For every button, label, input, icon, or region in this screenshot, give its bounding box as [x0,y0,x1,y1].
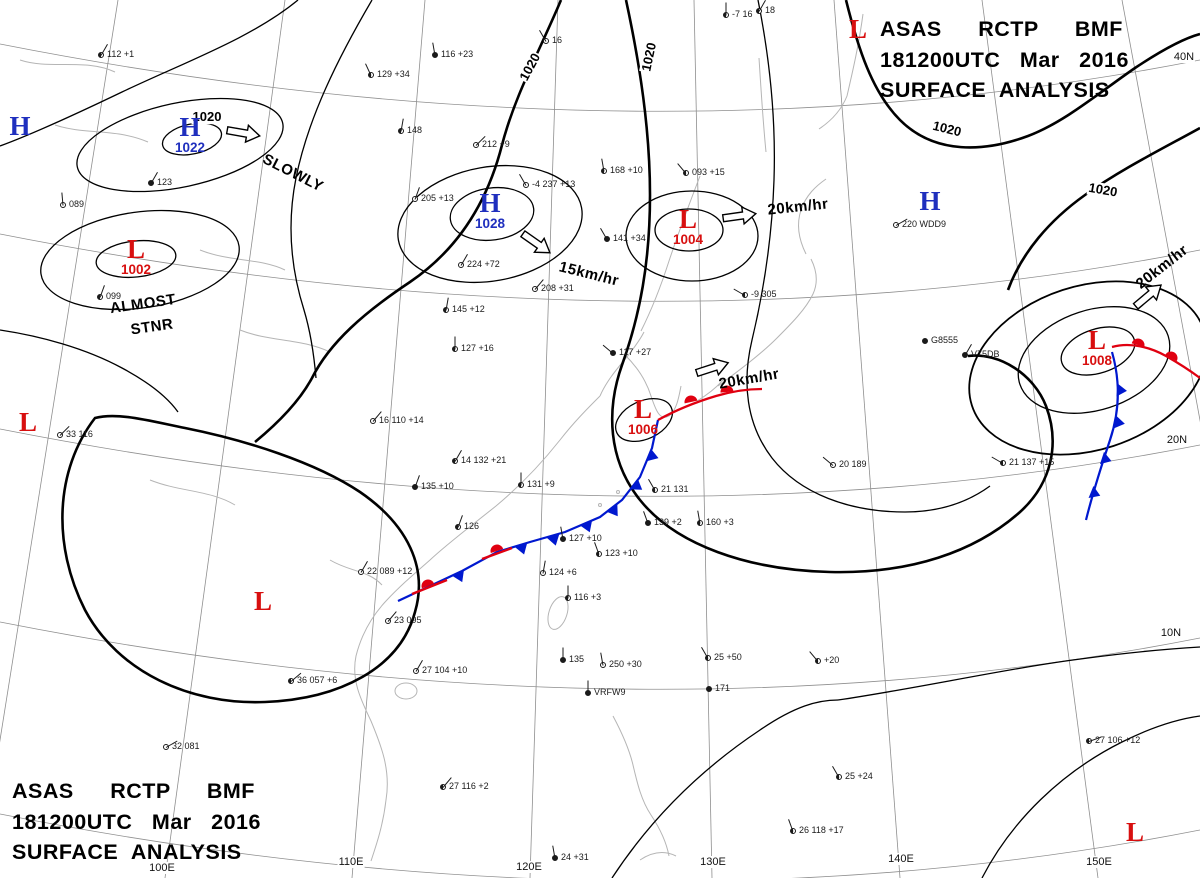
fronts [397,337,1200,602]
chart-type-line: SURFACE ANALYSIS [880,78,1110,103]
chart-datetime-line: 181200UTC Mar 2016 [12,809,261,834]
movement-arrow [519,229,551,254]
chart-id-line: ASAS RCTP BMF [12,779,255,804]
coastlines [19,13,864,862]
chart-title-bottom: ASAS RCTP BMF 181200UTC Mar 2016 SURFACE… [12,776,342,868]
movement-arrow [225,123,262,144]
movement-arrow [694,357,730,378]
chart-title-top: ASAS RCTP BMF 181200UTC Mar 2016 SURFACE… [880,14,1192,106]
movement-arrow [721,205,758,226]
movement-arrow [1132,284,1163,310]
warm-front-east [1111,337,1200,379]
movement-arrows [225,123,1163,378]
warm-front-central [657,384,763,422]
cold-front-east [1084,351,1128,521]
chart-datetime-line: 181200UTC Mar 2016 [880,47,1129,72]
chart-type-line: SURFACE ANALYSIS [12,840,242,865]
stationary-front [397,419,661,602]
chart-id-line: ASAS RCTP BMF [880,17,1123,41]
